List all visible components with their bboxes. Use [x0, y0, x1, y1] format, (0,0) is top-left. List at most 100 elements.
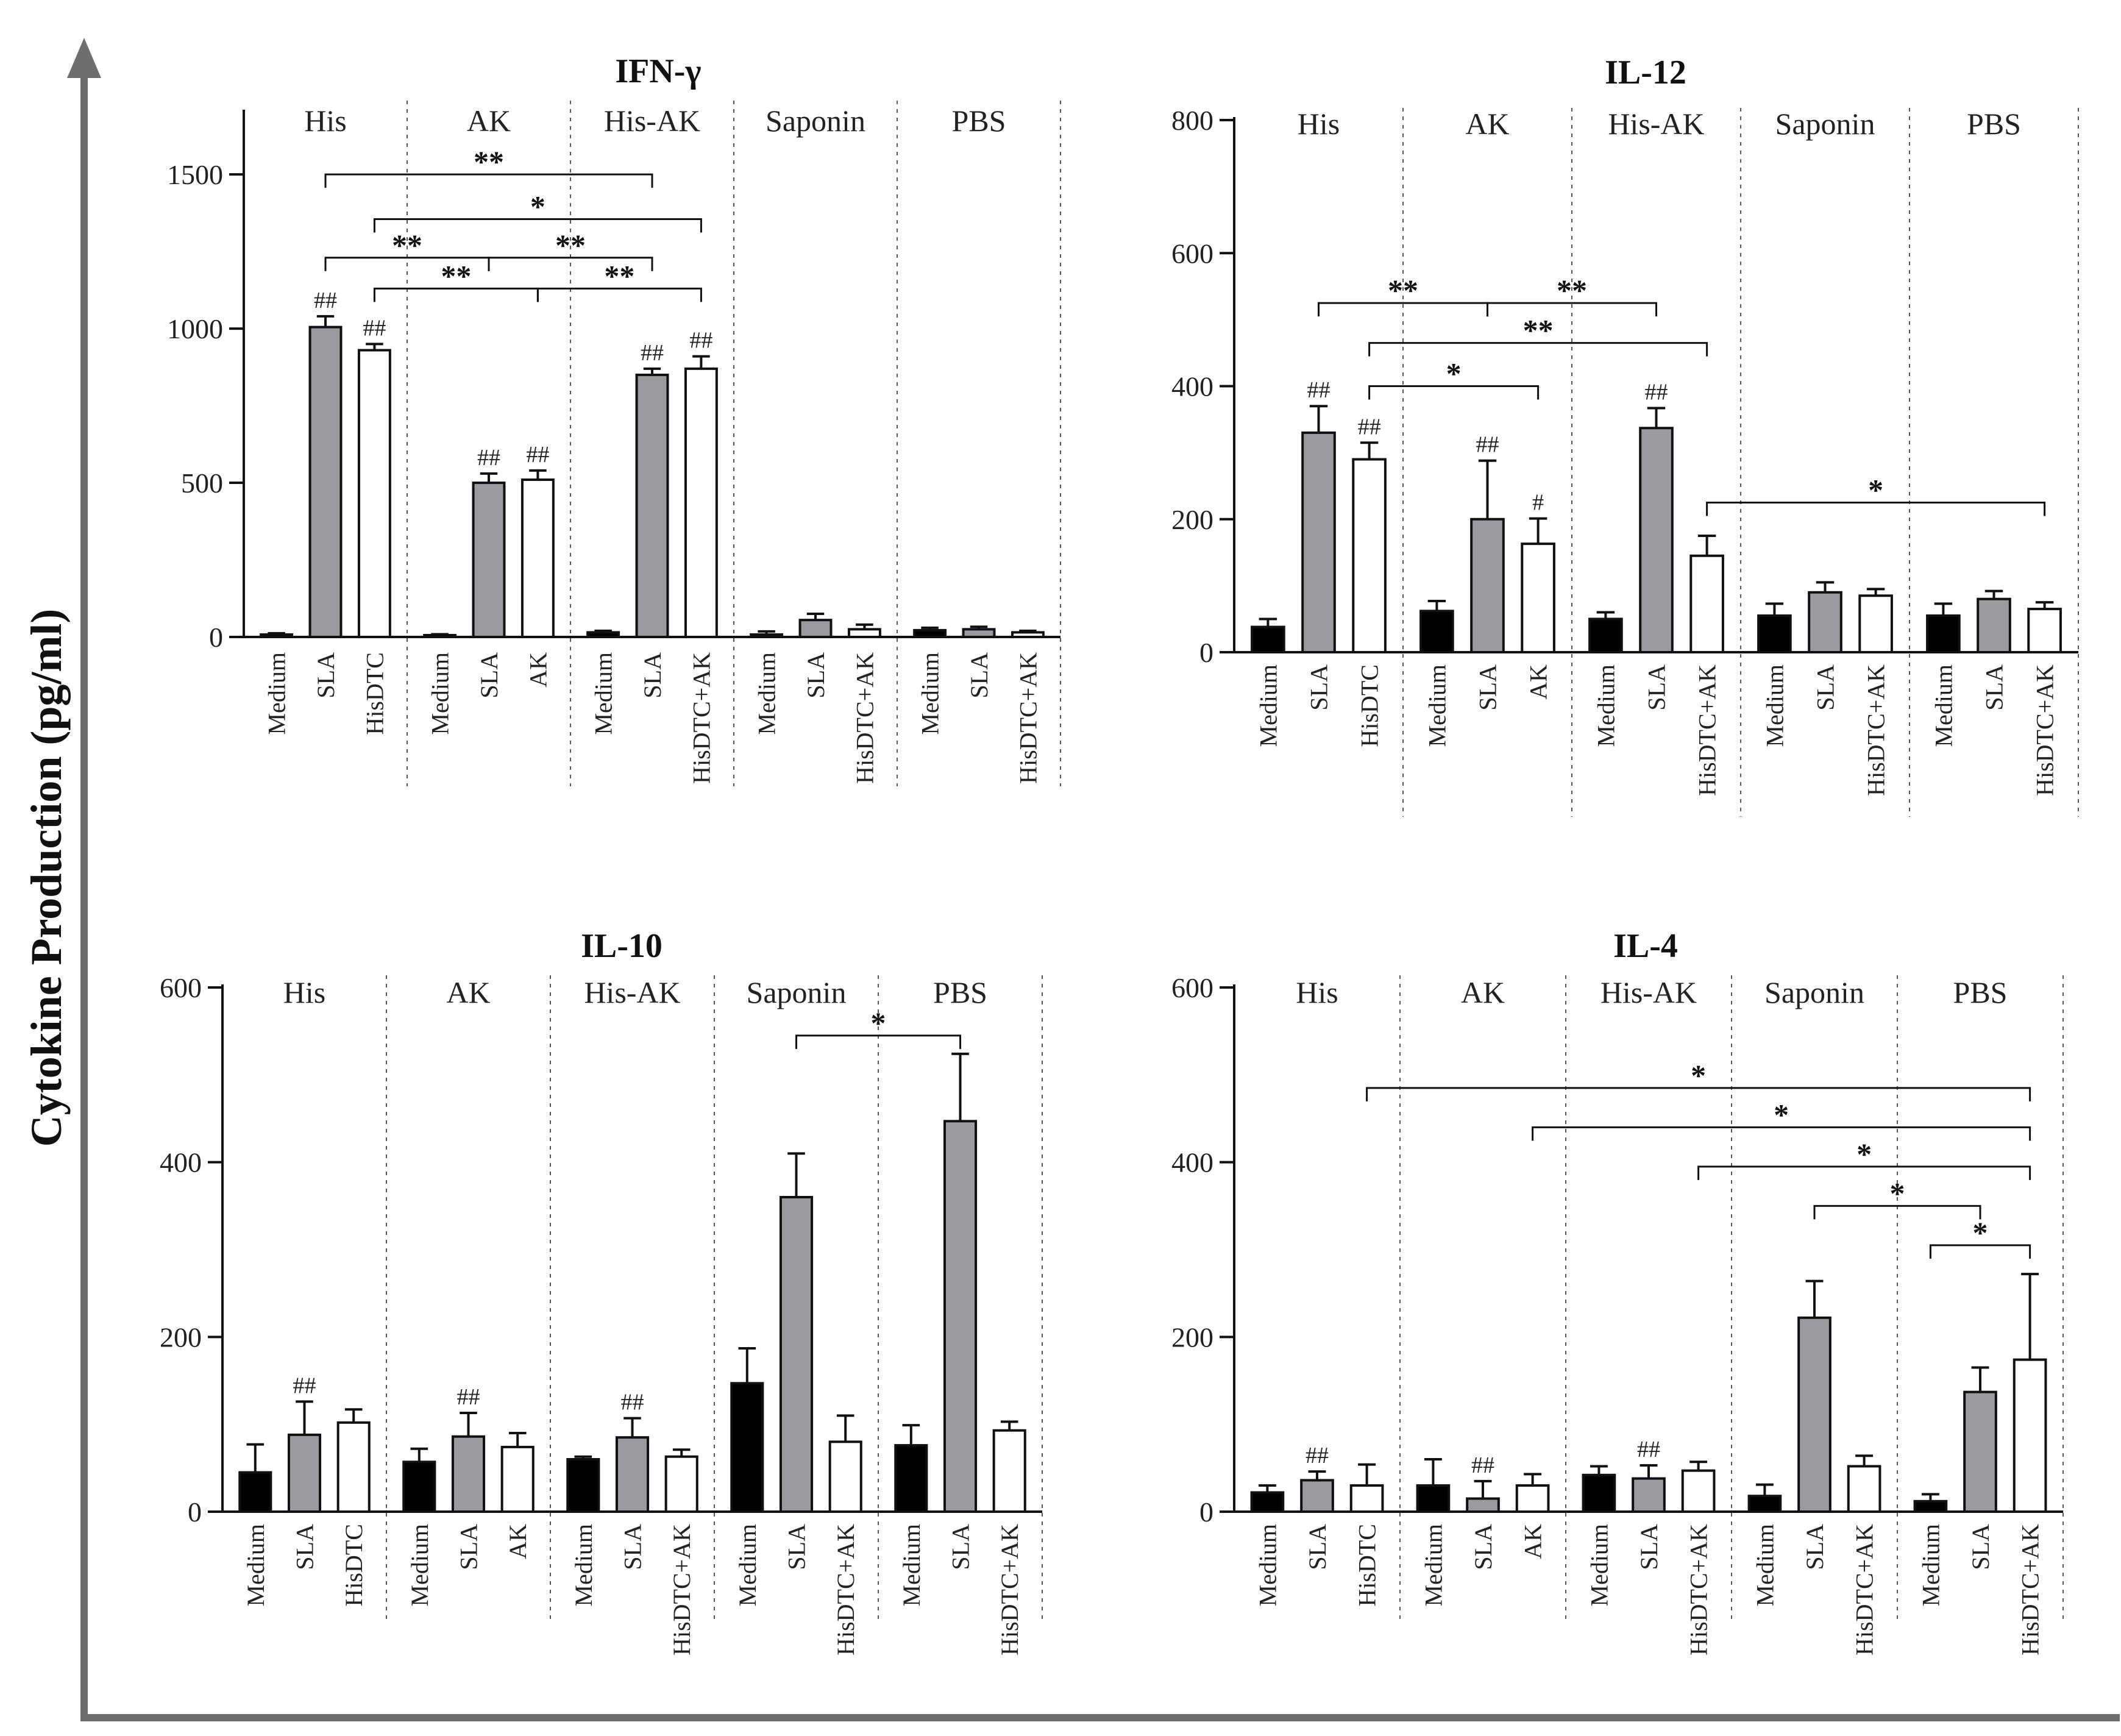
category-label: SLA: [455, 1524, 483, 1570]
category-label: SLA: [1306, 664, 1333, 711]
arrow-up-icon: [67, 38, 101, 78]
bar-third: [2013, 1358, 2047, 1514]
category-label: Medium: [1751, 1524, 1778, 1607]
category-label: SLA: [947, 1524, 975, 1570]
bracket-label: **: [392, 228, 422, 262]
bar-medium: [1250, 1491, 1285, 1513]
category-label: Medium: [1917, 1524, 1944, 1607]
panel-il-4: IL-4 0 200 400 600 His Medium ## SLA HisDTC AK Medi…: [1171, 927, 2064, 1656]
significance-bracket: [324, 173, 653, 188]
bracket-label: *: [1890, 1176, 1905, 1210]
panel-ifn-: IFN-γ 0 500 1000 1500 His Medium ## SLA ## HisDTC A…: [167, 52, 1061, 786]
category-label: HisDTC+AK: [996, 1524, 1023, 1656]
bar-medium: [238, 1471, 272, 1513]
significance-mark: ##: [621, 1390, 644, 1415]
category-label: SLA: [312, 652, 339, 699]
group-label: His: [283, 975, 325, 1009]
y-tick-label: 800: [1171, 105, 1213, 136]
category-label: HisDTC: [1354, 1524, 1381, 1607]
bracket-label: **: [474, 144, 504, 179]
bar-medium: [1419, 610, 1454, 654]
y-tick-label: 400: [160, 1147, 202, 1178]
category-label: HisDTC+AK: [851, 652, 878, 784]
bar-medium: [260, 633, 294, 638]
bracket-label: *: [1856, 1137, 1872, 1171]
group-label: His-AK: [604, 104, 700, 138]
significance-mark: ##: [1471, 1453, 1494, 1478]
significance-bracket: [488, 257, 653, 271]
significance-bracket: [1487, 302, 1657, 317]
group-label: PBS: [1953, 975, 2008, 1009]
bar-medium: [1913, 1499, 1948, 1514]
significance-bracket: [1813, 1204, 1981, 1220]
category-label: HisDTC: [361, 652, 388, 735]
y-axis-label: Cytokine Production (pg/ml): [22, 609, 71, 1147]
category-label: SLA: [1643, 664, 1671, 711]
category-label: SLA: [1801, 1524, 1828, 1570]
significance-mark: ##: [526, 442, 549, 468]
category-label: Medium: [1254, 1524, 1281, 1607]
category-label: SLA: [1474, 664, 1502, 711]
significance-bracket: [1532, 1126, 2031, 1141]
significance-bracket: [1929, 1244, 2031, 1259]
bar-medium: [894, 1444, 928, 1513]
bar-sla: [1808, 591, 1842, 653]
category-label: Medium: [734, 1524, 761, 1607]
panel-il-10: IL-10 0 200 400 600 His Medium ## SLA HisDTC AK Med…: [160, 927, 1043, 1656]
y-tick-label: 500: [181, 468, 223, 499]
bracket-label: *: [1868, 472, 1883, 507]
category-label: SLA: [1967, 1524, 1994, 1570]
category-label: Medium: [917, 652, 944, 735]
significance-mark: ##: [1637, 1437, 1660, 1462]
category-label: SLA: [1469, 1524, 1497, 1570]
bar-third: [500, 1445, 535, 1514]
category-label: AK: [524, 652, 552, 688]
category-label: SLA: [1812, 664, 1839, 711]
bar-medium: [750, 633, 784, 638]
significance-mark: ##: [1306, 1443, 1329, 1468]
y-tick-label: 400: [1171, 1147, 1213, 1178]
group-label: PBS: [933, 975, 987, 1009]
significance-bracket: [1368, 342, 1708, 357]
panel-title: IL-10: [581, 927, 663, 965]
bar-third: [1515, 1484, 1550, 1513]
category-label: HisDTC: [340, 1524, 368, 1607]
significance-mark: ##: [293, 1373, 316, 1398]
bar-sla: [1301, 431, 1336, 653]
category-label: Medium: [898, 1524, 925, 1607]
bar-sla: [779, 1196, 814, 1513]
category-label: Medium: [1930, 664, 1957, 747]
bracket-label: *: [871, 1006, 886, 1040]
bracket-label: **: [1557, 273, 1587, 307]
bar-sla: [962, 628, 996, 638]
bar-sla: [798, 619, 833, 638]
y-tick-label: 200: [1171, 1322, 1213, 1353]
bracket-label: *: [1973, 1215, 1988, 1250]
category-label: Medium: [406, 1524, 433, 1607]
significance-mark: ##: [641, 340, 664, 366]
significance-mark: ##: [314, 288, 337, 313]
category-label: HisDTC+AK: [687, 652, 715, 784]
figure-frame: Cytokine Production (pg/ml): [22, 38, 2120, 1721]
bar-third: [847, 628, 881, 638]
bar-third: [1858, 594, 1893, 654]
bar-sla: [1797, 1316, 1831, 1514]
y-tick-label: 200: [160, 1322, 202, 1353]
bar-third: [336, 1421, 371, 1514]
group-label: PBS: [952, 104, 1006, 138]
bar-third: [1521, 542, 1555, 653]
category-label: SLA: [639, 652, 666, 699]
category-label: HisDTC+AK: [1014, 652, 1042, 784]
y-tick-label: 0: [1199, 637, 1213, 668]
bar-sla: [308, 326, 343, 639]
panel-title: IL-4: [1613, 927, 1678, 965]
bracket-label: *: [1774, 1097, 1789, 1131]
bar-third: [1011, 631, 1045, 638]
category-label: HisDTC+AK: [832, 1524, 859, 1656]
bar-sla: [615, 1436, 650, 1514]
bar-sla: [635, 374, 669, 638]
chart-panels: IFN-γ 0 500 1000 1500 His Medium ## SLA ## HisDTC A…: [160, 52, 2079, 1656]
category-label: SLA: [1981, 664, 2008, 711]
bar-medium: [1582, 1473, 1616, 1514]
category-label: SLA: [619, 1524, 647, 1570]
